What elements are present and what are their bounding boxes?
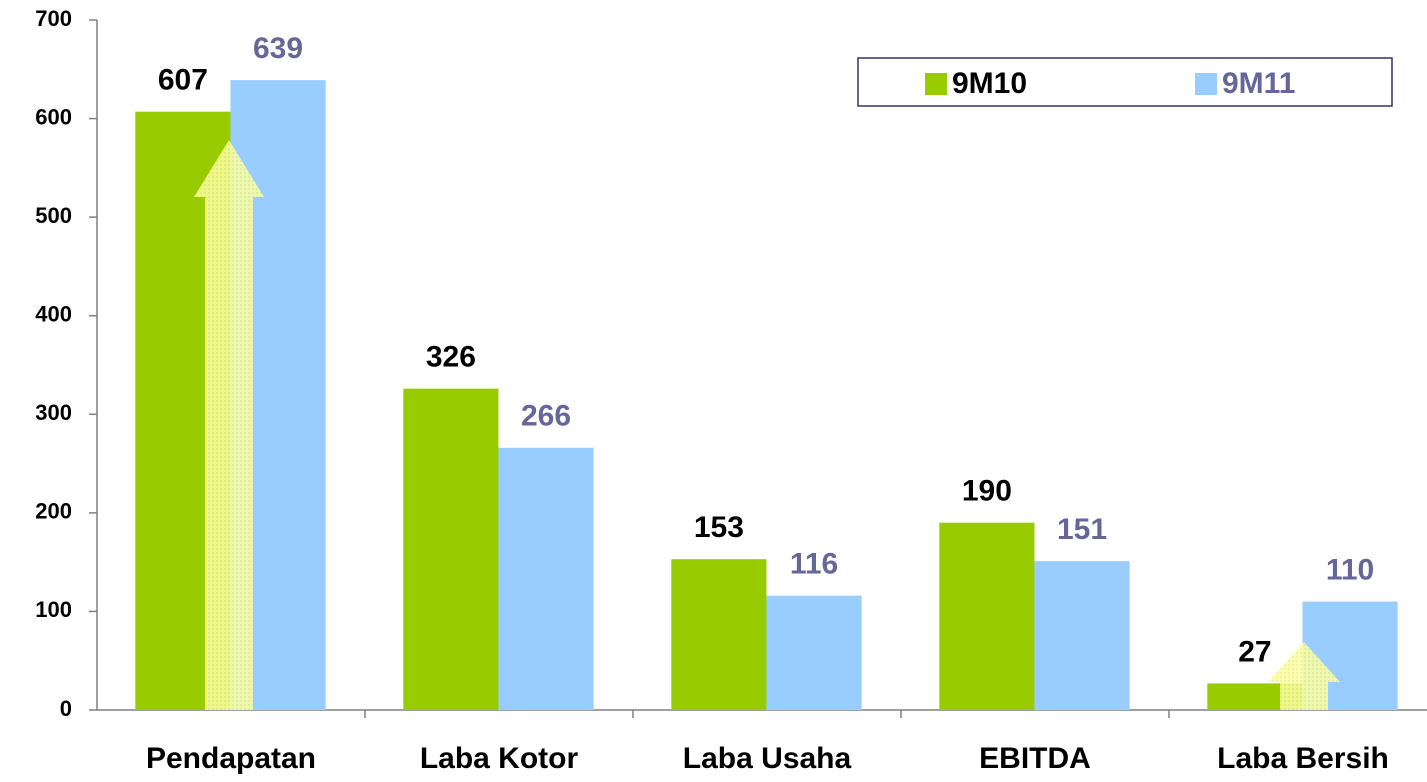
y-tick-label: 300: [35, 400, 72, 425]
value-label: 153: [694, 511, 744, 544]
x-tick-label: Laba Kotor: [420, 742, 579, 775]
value-label: 190: [962, 475, 1012, 508]
x-tick-label: Pendapatan: [146, 742, 316, 775]
x-tick-label: Laba Usaha: [683, 742, 852, 775]
bar: [671, 559, 767, 710]
legend-swatch: [925, 73, 947, 95]
value-label: 607: [158, 64, 208, 97]
legend-swatch: [1195, 73, 1217, 95]
y-tick-label: 100: [35, 597, 72, 622]
value-label: 110: [1326, 553, 1374, 586]
value-label: 266: [521, 400, 571, 433]
value-label: 639: [253, 32, 303, 65]
x-tick-label: EBITDA: [979, 742, 1091, 775]
y-tick-label: 400: [35, 302, 72, 327]
arrow: [194, 140, 1340, 710]
value-label: 116: [790, 548, 838, 581]
bar: [766, 595, 862, 710]
bar: [403, 388, 499, 710]
bar: [498, 447, 594, 710]
y-tick-label: 500: [35, 203, 72, 228]
value-label: 27: [1238, 635, 1271, 668]
legend-label: 9M10: [952, 67, 1027, 100]
y-tick-label: 700: [35, 6, 72, 31]
y-tick-label: 0: [60, 696, 72, 721]
y-tick-label: 600: [35, 104, 72, 129]
legend-label: 9M11: [1222, 67, 1295, 100]
legend: 9M10 9M11: [925, 67, 1295, 100]
value-label: 151: [1057, 513, 1107, 546]
value-label: 326: [426, 341, 476, 374]
x-tick-label: Laba Bersih: [1217, 742, 1389, 775]
bar: [1034, 561, 1130, 710]
bar: [939, 522, 1035, 710]
y-tick-label: 200: [35, 499, 72, 524]
